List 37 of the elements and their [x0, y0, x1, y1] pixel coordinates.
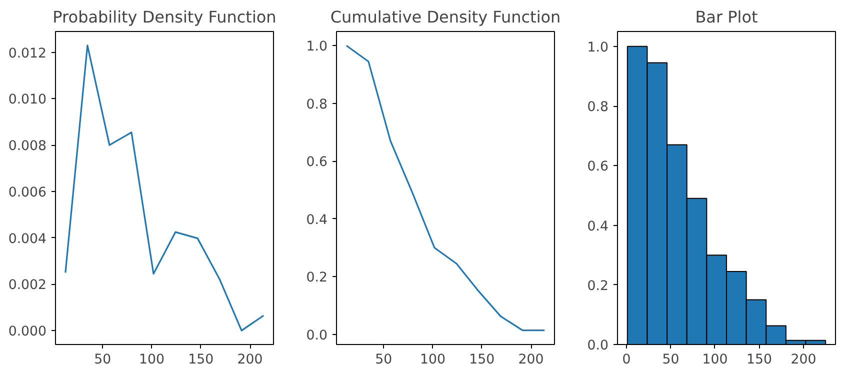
y-tick-label: 0.010 [8, 92, 46, 108]
y-tick-label: 0.2 [587, 278, 609, 294]
y-tick-label: 0.0 [587, 338, 609, 354]
x-tick-label: 50 [94, 352, 112, 368]
line-series [346, 44, 546, 332]
y-tick-label: 0.8 [306, 97, 328, 112]
x-tick-label: 150 [469, 352, 495, 368]
y-tick-label: 1.0 [587, 40, 609, 56]
x-tick-label: 50 [662, 352, 680, 368]
x-tick-label: 100 [139, 352, 164, 368]
x-tick-label: 200 [790, 352, 816, 368]
chart-title: Bar Plot [695, 8, 758, 26]
x-tick-label: 200 [518, 352, 544, 368]
y-tick-label: 0.000 [8, 324, 46, 340]
y-tick-label: 0.008 [8, 139, 46, 154]
chart-title: Cumulative Density Function [330, 8, 561, 26]
chart-title: Probability Density Function [52, 8, 276, 26]
y-tick-label: 0.002 [8, 278, 46, 294]
x-tick-label: 100 [420, 352, 446, 368]
x-tick-label: 100 [702, 352, 728, 368]
y-tick-label: 0.2 [306, 270, 328, 286]
line-series [64, 44, 264, 332]
y-tick-label: 0.006 [8, 185, 46, 200]
x-tick-label: 150 [188, 352, 214, 368]
x-tick-label: 150 [746, 352, 772, 368]
y-tick-label: 0.8 [587, 100, 609, 116]
x-tick-label: 200 [237, 352, 263, 368]
y-tick-label: 0.6 [587, 160, 609, 175]
y-tick-label: 0.0 [306, 328, 328, 344]
y-tick-label: 0.6 [306, 155, 328, 170]
y-tick-label: 1.0 [306, 40, 328, 55]
x-tick-label: 50 [375, 352, 392, 368]
y-tick-label: 0.4 [587, 219, 609, 234]
y-tick-label: 0.012 [8, 46, 46, 62]
y-tick-label: 0.004 [8, 232, 46, 247]
x-tick-label: 0 [622, 352, 631, 368]
y-tick-label: 0.4 [306, 212, 328, 228]
